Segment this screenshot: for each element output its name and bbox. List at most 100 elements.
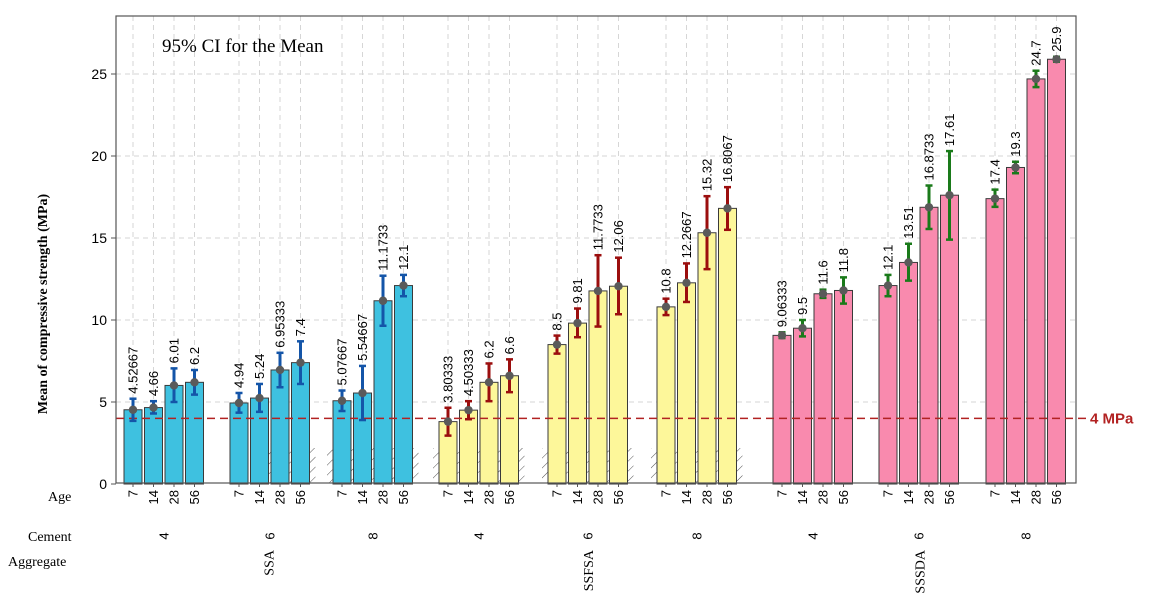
- age-tick-label: 7: [775, 490, 790, 497]
- age-tick-label: 7: [550, 490, 565, 497]
- mean-point: [296, 358, 305, 367]
- confidence-intervals: [128, 55, 1061, 437]
- mean-point: [378, 296, 388, 305]
- data-label: 12.1: [396, 245, 411, 270]
- plot-frame: [115, 15, 1077, 484]
- data-label: 11.1733: [376, 225, 391, 271]
- data-labels: 4.52667 4.66 6.01 6.2 4.94 5.24 6.95333 7.4 5.07…: [126, 26, 1065, 402]
- age-tick-label: 14: [146, 490, 161, 504]
- row-label-aggregate: Aggregate: [8, 555, 66, 570]
- bar-sssda-c8-age56: [1047, 58, 1066, 485]
- data-label: 5.54667: [355, 314, 370, 361]
- y-tick-label: 0: [99, 476, 107, 492]
- age-tick-label: 56: [611, 490, 626, 504]
- data-label: 19.3: [1008, 131, 1023, 156]
- mean-point: [661, 302, 671, 312]
- data-label: 8.5: [550, 313, 565, 331]
- mean-point: [169, 381, 179, 390]
- bar-ssfsa-c8-age7: [656, 306, 676, 485]
- data-label: 5.24: [252, 354, 267, 379]
- mean-point: [1052, 55, 1061, 64]
- data-label: 4.94: [232, 363, 247, 388]
- bar-sssda-c6-age14: [899, 261, 918, 485]
- y-tick-label: 5: [99, 394, 107, 410]
- data-label: 12.1: [881, 245, 896, 270]
- row-label-cement: Cement: [28, 530, 72, 545]
- age-tick-label: 28: [591, 490, 606, 504]
- mean-point: [505, 371, 514, 380]
- cement-label: 8: [365, 532, 380, 539]
- age-tick-label: 56: [502, 490, 517, 504]
- mean-point: [593, 286, 603, 296]
- mean-point: [883, 281, 893, 290]
- data-label: 6.95333: [273, 301, 288, 348]
- data-label: 16.8067: [720, 135, 735, 182]
- data-label: 10.8: [659, 268, 674, 293]
- data-label: 16.8733: [922, 134, 937, 181]
- age-tick-label: 14: [679, 490, 694, 504]
- age-tick-label: 7: [126, 490, 141, 497]
- mean-point: [484, 378, 494, 387]
- reference-line-group: 4 MPa: [116, 410, 1134, 427]
- bar-sssda-c4-age14: [793, 327, 812, 485]
- data-label: 13.51: [901, 206, 916, 239]
- y-tick-label: 10: [91, 312, 107, 328]
- bar-ssa-c8-age7: [332, 400, 352, 485]
- mean-point: [573, 318, 582, 328]
- mean-point: [904, 258, 913, 267]
- data-label: 25.9: [1049, 26, 1064, 51]
- age-tick-label: 56: [1049, 490, 1064, 504]
- bar-ssfsa-c8-age56: [718, 207, 737, 485]
- age-tick-label: 28: [167, 490, 182, 504]
- row-label-age: Age: [48, 490, 71, 505]
- chart-annotation: 95% CI for the Mean: [162, 36, 324, 57]
- mean-point: [337, 396, 347, 405]
- data-label: 5.07667: [335, 339, 350, 386]
- mean-point: [924, 203, 934, 212]
- cement-label: 4: [156, 532, 171, 539]
- age-tick-label: 56: [942, 490, 957, 504]
- age-tick-label: 7: [441, 490, 456, 497]
- aggregate-label: SSFSA: [582, 549, 597, 591]
- age-tick-label: 14: [795, 490, 810, 504]
- mean-point: [1031, 74, 1041, 84]
- mean-point: [1011, 163, 1020, 172]
- y-tick-label: 25: [91, 66, 107, 82]
- age-tick-label: 28: [700, 490, 715, 504]
- bar-sssda-c6-age28: [919, 206, 939, 485]
- age-tick-label: 7: [659, 490, 674, 497]
- bar-ssfsa-c4-age14: [459, 409, 478, 485]
- mean-point: [798, 324, 807, 333]
- mean-point: [464, 405, 473, 415]
- bar-sssda-c4-age28: [813, 293, 833, 485]
- age-tick-label: 28: [376, 490, 391, 504]
- data-label: 12.2667: [679, 211, 694, 258]
- age-tick-label: 28: [273, 490, 288, 504]
- age-tick-label: 56: [720, 490, 735, 504]
- reference-line-label: 4 MPa: [1090, 410, 1134, 427]
- mean-point: [443, 417, 453, 426]
- bar-sssda-c6-age7: [878, 285, 898, 485]
- mean-point: [255, 393, 264, 403]
- mean-point: [399, 281, 408, 290]
- data-label: 12.06: [611, 220, 626, 253]
- age-tick-label: 7: [988, 490, 1003, 497]
- age-tick-label: 14: [570, 490, 585, 504]
- age-tick-label: 28: [922, 490, 937, 504]
- bar-ssfsa-c6-age56: [609, 285, 628, 485]
- mean-point: [275, 365, 285, 375]
- mean-point: [839, 286, 848, 295]
- data-label: 6.2: [482, 340, 497, 358]
- mean-point: [358, 388, 367, 398]
- mean-point: [945, 190, 954, 200]
- data-label: 17.4: [988, 159, 1003, 184]
- data-label: 6.2: [187, 347, 202, 365]
- data-label: 11.8: [836, 248, 851, 272]
- data-label: 9.81: [570, 278, 585, 303]
- data-label: 9.5: [795, 297, 810, 315]
- data-label: 11.6: [816, 260, 831, 284]
- data-label: 4.52667: [126, 347, 141, 394]
- cement-label: 6: [911, 532, 926, 539]
- aggregate-label: SSA: [262, 549, 277, 576]
- mean-point: [234, 398, 244, 408]
